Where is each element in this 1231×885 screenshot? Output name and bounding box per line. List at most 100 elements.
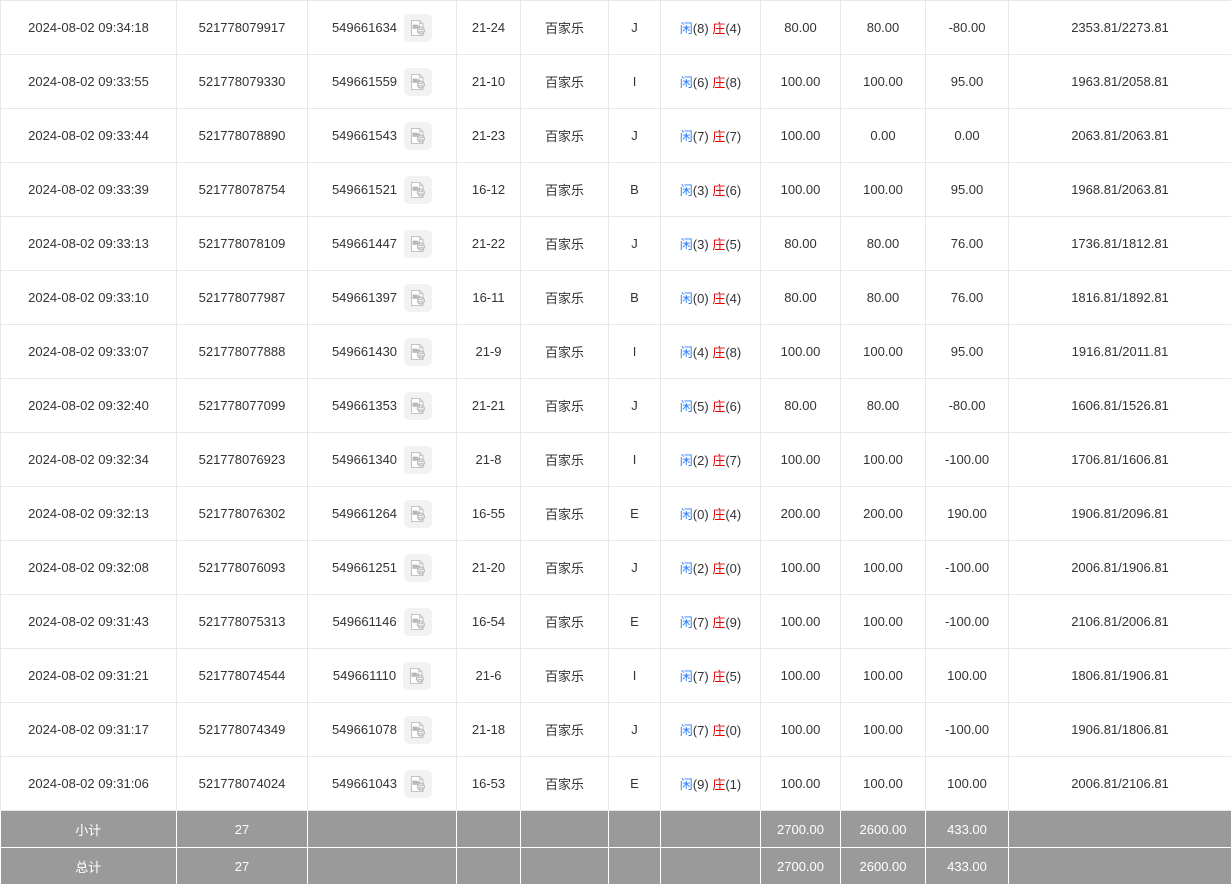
video-clip-icon[interactable]: [404, 230, 432, 258]
cell-seat-code: I: [609, 55, 661, 109]
player-points: (5): [693, 399, 709, 414]
summary-seat-blank: [609, 811, 661, 848]
video-clip-icon[interactable]: [404, 14, 432, 42]
player-points: (2): [693, 561, 709, 576]
banker-label: 庄: [712, 615, 725, 630]
video-clip-icon[interactable]: [404, 716, 432, 744]
banker-points: (5): [725, 669, 741, 684]
cell-bet-id: 521778079917: [177, 1, 308, 55]
video-clip-icon[interactable]: [403, 662, 431, 690]
player-points: (3): [693, 183, 709, 198]
banker-points: (4): [725, 291, 741, 306]
cell-round-id: 549661559: [308, 55, 457, 109]
cell-game-name: 百家乐: [521, 433, 609, 487]
cell-seat-code: J: [609, 379, 661, 433]
round-id-text: 549661543: [332, 128, 397, 143]
cell-table-number: 21-6: [457, 649, 521, 703]
video-clip-icon[interactable]: [404, 176, 432, 204]
video-clip-icon[interactable]: [404, 554, 432, 582]
cell-balance: 1736.81/1812.81: [1009, 217, 1231, 271]
cell-valid-bet: 80.00: [841, 217, 926, 271]
round-id-text: 549661251: [332, 560, 397, 575]
cell-win-loss: 95.00: [926, 325, 1009, 379]
cell-table-number: 21-20: [457, 541, 521, 595]
cell-win-loss: 95.00: [926, 163, 1009, 217]
cell-balance: 1906.81/1806.81: [1009, 703, 1231, 757]
summary-result-blank: [661, 848, 761, 885]
summary-round-id-blank: [308, 848, 457, 885]
banker-points: (6): [725, 183, 741, 198]
video-clip-icon[interactable]: [404, 392, 432, 420]
cell-table-number: 16-55: [457, 487, 521, 541]
video-clip-icon[interactable]: [404, 770, 432, 798]
cell-bet-time: 2024-08-02 09:32:40: [1, 379, 177, 433]
banker-label: 庄: [712, 561, 725, 576]
video-clip-icon[interactable]: [404, 608, 432, 636]
cell-table-number: 16-54: [457, 595, 521, 649]
cell-seat-code: J: [609, 1, 661, 55]
summary-count: 27: [177, 811, 308, 848]
cell-game-name: 百家乐: [521, 1, 609, 55]
player-label: 闲: [680, 291, 693, 306]
banker-points: (7): [725, 453, 741, 468]
cell-bet-id: 521778078109: [177, 217, 308, 271]
player-label: 闲: [680, 21, 693, 36]
video-clip-icon[interactable]: [404, 338, 432, 366]
cell-bet-amount: 100.00: [761, 109, 841, 163]
cell-bet-amount: 100.00: [761, 325, 841, 379]
banker-label: 庄: [712, 507, 725, 522]
player-label: 闲: [680, 453, 693, 468]
player-points: (2): [693, 453, 709, 468]
player-label: 闲: [680, 345, 693, 360]
cell-table-number: 21-21: [457, 379, 521, 433]
cell-seat-code: E: [609, 595, 661, 649]
cell-game-name: 百家乐: [521, 487, 609, 541]
player-points: (7): [693, 129, 709, 144]
player-label: 闲: [680, 669, 693, 684]
cell-balance: 1816.81/1892.81: [1009, 271, 1231, 325]
banker-points: (5): [725, 237, 741, 252]
round-id-text: 549661264: [332, 506, 397, 521]
cell-bet-id: 521778074544: [177, 649, 308, 703]
round-id-text: 549661397: [332, 290, 397, 305]
player-points: (8): [693, 21, 709, 36]
cell-round-id: 549661543: [308, 109, 457, 163]
video-clip-icon[interactable]: [404, 284, 432, 312]
cell-game-name: 百家乐: [521, 109, 609, 163]
round-id-text: 549661078: [332, 722, 397, 737]
cell-seat-code: J: [609, 703, 661, 757]
cell-bet-result: 闲(0) 庄(4): [661, 271, 761, 325]
cell-bet-id: 521778075313: [177, 595, 308, 649]
cell-round-id: 549661251: [308, 541, 457, 595]
cell-bet-amount: 100.00: [761, 541, 841, 595]
cell-bet-time: 2024-08-02 09:31:43: [1, 595, 177, 649]
summary-round-id-blank: [308, 811, 457, 848]
cell-game-name: 百家乐: [521, 271, 609, 325]
banker-points: (4): [725, 507, 741, 522]
cell-bet-time: 2024-08-02 09:33:13: [1, 217, 177, 271]
banker-label: 庄: [712, 75, 725, 90]
cell-win-loss: -100.00: [926, 703, 1009, 757]
cell-round-id: 549661146: [308, 595, 457, 649]
cell-round-id: 549661110: [308, 649, 457, 703]
video-clip-icon[interactable]: [404, 446, 432, 474]
video-clip-icon[interactable]: [404, 500, 432, 528]
banker-points: (7): [725, 129, 741, 144]
summary-label: 小计: [1, 811, 177, 848]
cell-win-loss: 95.00: [926, 55, 1009, 109]
video-clip-icon[interactable]: [404, 68, 432, 96]
cell-bet-id: 521778074024: [177, 757, 308, 811]
cell-valid-bet: 100.00: [841, 433, 926, 487]
video-clip-icon[interactable]: [404, 122, 432, 150]
cell-bet-result: 闲(3) 庄(5): [661, 217, 761, 271]
cell-bet-amount: 200.00: [761, 487, 841, 541]
cell-bet-result: 闲(7) 庄(7): [661, 109, 761, 163]
cell-seat-code: J: [609, 109, 661, 163]
summary-table-blank: [457, 848, 521, 885]
banker-label: 庄: [712, 237, 725, 252]
